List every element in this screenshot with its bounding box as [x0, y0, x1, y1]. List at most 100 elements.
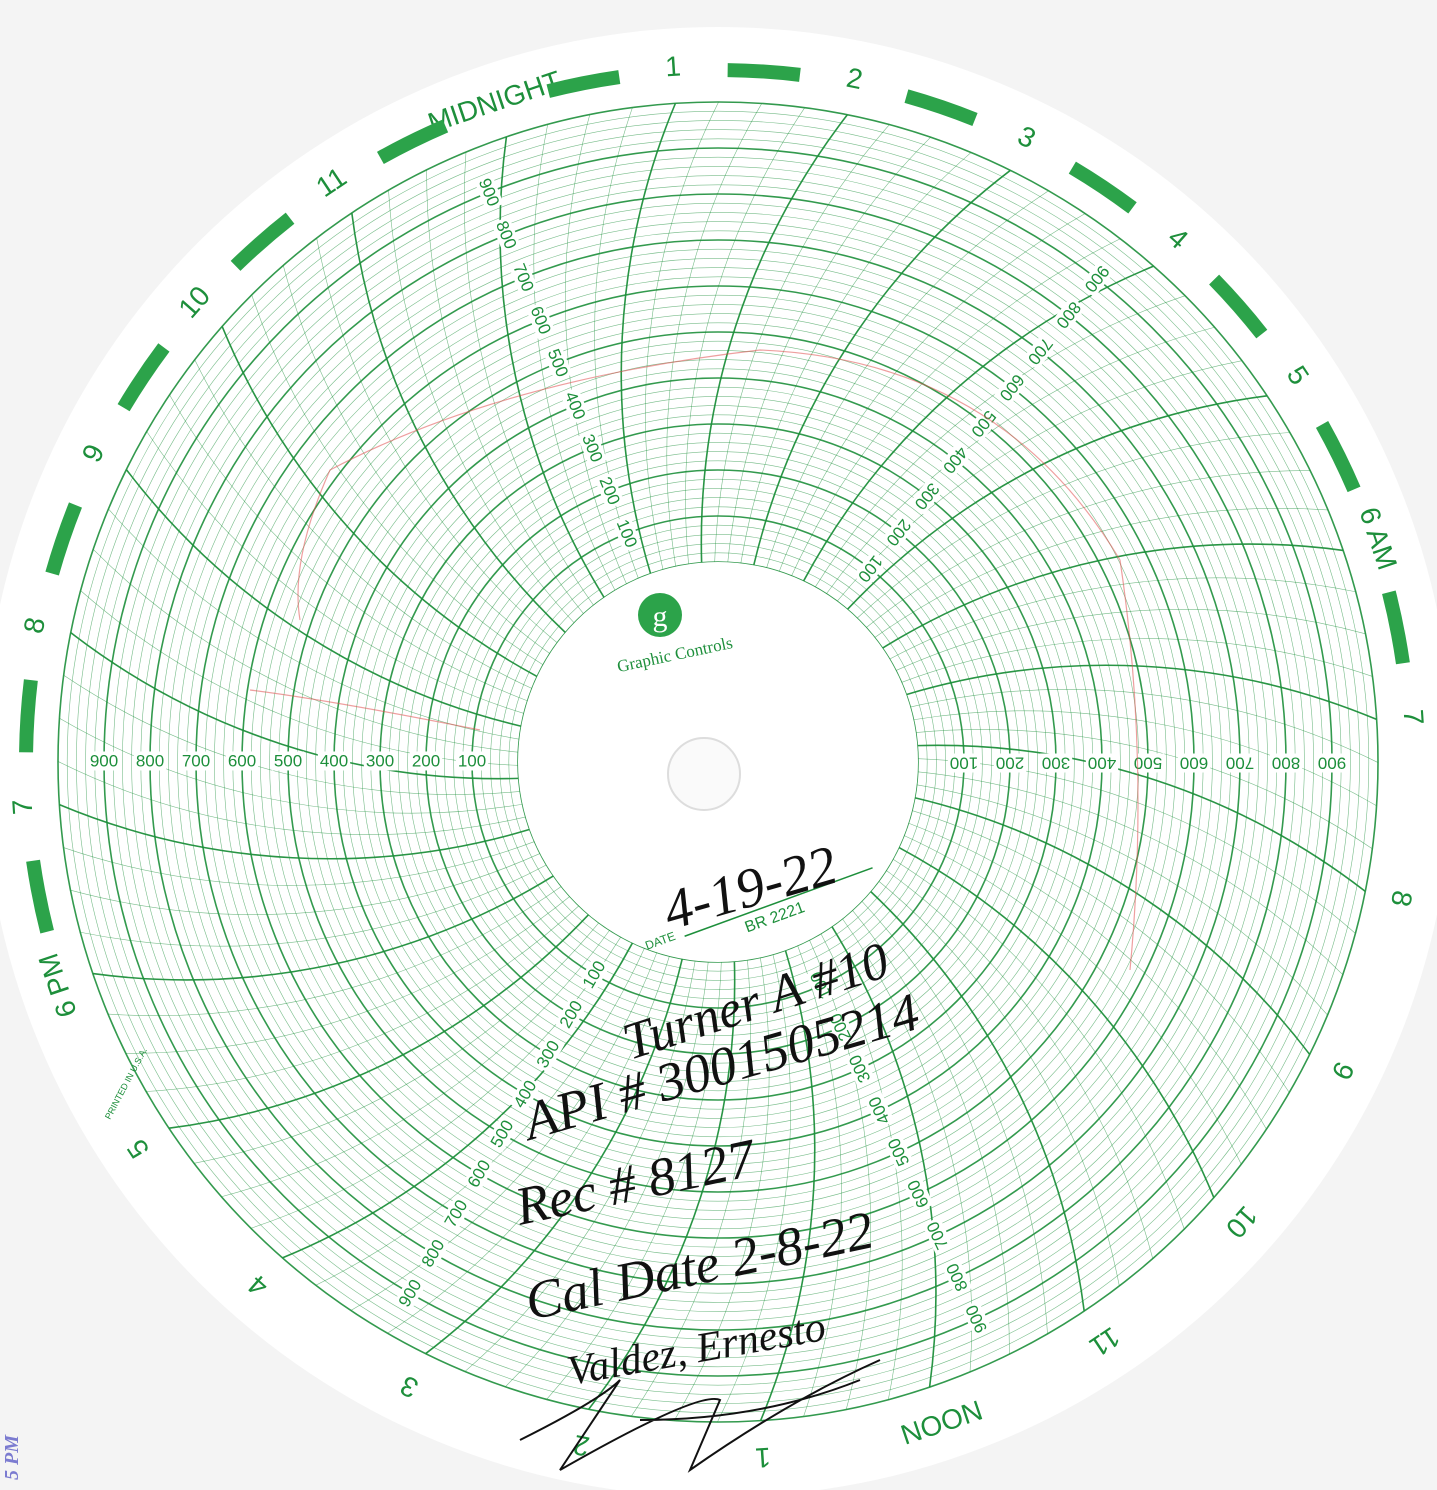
time-arc	[826, 326, 1215, 595]
time-arc	[856, 432, 1290, 619]
hour-label: 8	[1385, 888, 1418, 909]
time-arc	[752, 169, 1011, 566]
scale-label-bg	[1269, 753, 1303, 773]
time-arc	[125, 896, 571, 1054]
scale-label-bg	[317, 751, 351, 771]
scale-label-bg	[881, 513, 917, 552]
time-arc	[915, 729, 1373, 849]
time-arc	[908, 822, 1267, 1130]
time-arc	[533, 124, 616, 591]
scale-label-bg	[805, 966, 837, 1005]
time-arc	[425, 958, 684, 1355]
time-arc	[645, 101, 719, 570]
grid-circle	[269, 313, 1167, 1211]
scale-label-bg	[852, 550, 888, 588]
scale-label-bg	[844, 1050, 876, 1088]
logo-circle	[638, 593, 682, 637]
scale-label-bg	[179, 751, 213, 771]
time-arc	[80, 864, 547, 947]
scale-label-bg	[1039, 753, 1073, 773]
hour-band	[1382, 590, 1410, 665]
grid-circle	[177, 221, 1259, 1303]
chart-grid	[57, 101, 1379, 1423]
scale-label-bg	[863, 1091, 895, 1130]
hour-band	[19, 679, 38, 753]
time-arc	[814, 295, 1186, 588]
grid-circle	[453, 497, 983, 1027]
hour-band	[117, 343, 170, 412]
time-arc	[916, 784, 1328, 1016]
time-arc	[63, 675, 521, 795]
scale-label: 500	[274, 751, 302, 770]
time-arc	[885, 870, 1154, 1259]
time-arc	[316, 237, 558, 644]
scale-label: 600	[1180, 754, 1208, 773]
scale-label-bg	[474, 173, 504, 211]
scale-label-bg	[554, 995, 588, 1034]
time-arc	[917, 744, 1366, 892]
time-arc	[464, 151, 594, 606]
time-arc	[882, 543, 1344, 649]
time-arc	[620, 103, 677, 574]
time-arc	[70, 853, 541, 915]
time-arc	[107, 886, 562, 1016]
grid-circle	[131, 175, 1305, 1349]
time-arc	[505, 961, 709, 1388]
time-arc	[914, 796, 1311, 1055]
time-arc	[387, 955, 670, 1334]
time-arc	[146, 905, 580, 1092]
scale-label-bg	[594, 472, 625, 510]
scale-label: 100	[458, 751, 486, 770]
time-arc	[831, 926, 937, 1388]
scale-label: 600	[228, 751, 256, 770]
scale-label-bg	[922, 1216, 954, 1255]
scale-label-bg	[577, 429, 608, 467]
grid-circle	[260, 304, 1176, 1220]
time-arc	[250, 936, 622, 1229]
time-arc	[168, 913, 590, 1129]
center-hole	[667, 737, 741, 811]
hour-band	[376, 119, 449, 165]
scale-label-bg	[531, 1035, 565, 1073]
time-arc	[92, 549, 519, 753]
margin-note: 5 PM	[1, 1434, 23, 1480]
hour-band	[727, 63, 801, 82]
time-arc	[846, 395, 1268, 611]
scale-label-bg	[1022, 332, 1058, 370]
hour-band	[904, 89, 978, 126]
time-arc	[221, 929, 610, 1198]
time-arc	[315, 947, 645, 1286]
grid-circle	[223, 267, 1213, 1257]
scale-label-bg	[577, 955, 611, 994]
scale-label-bg	[393, 1274, 427, 1313]
time-arc	[426, 169, 584, 615]
scale-label-bg	[966, 405, 1001, 443]
scale-label-bg	[994, 368, 1030, 407]
scale-label-bg	[508, 1075, 542, 1113]
time-arc	[809, 939, 871, 1410]
hour-band	[1068, 161, 1137, 214]
scale-label: 400	[320, 751, 348, 770]
scale-label: 800	[136, 751, 164, 770]
pen-trace	[249, 349, 1139, 971]
time-arc	[546, 961, 722, 1400]
scale-label: 300	[1042, 754, 1070, 773]
signature	[519, 1359, 881, 1473]
time-arc	[146, 431, 525, 714]
scale-label-bg	[439, 1194, 473, 1233]
scale-label-bg	[416, 1234, 450, 1273]
grid-circle	[352, 396, 1084, 1128]
time-arc	[874, 508, 1329, 638]
scale-label-bg	[87, 751, 121, 771]
time-arc	[80, 590, 519, 766]
time-arc	[63, 841, 535, 886]
scale-label-bg	[525, 301, 556, 339]
time-arc	[700, 114, 848, 563]
scale-label-bg	[611, 514, 642, 553]
hour-label: 7	[1398, 708, 1430, 726]
time-arc	[889, 577, 1356, 660]
time-arc	[59, 803, 530, 860]
time-arc	[869, 890, 1085, 1312]
